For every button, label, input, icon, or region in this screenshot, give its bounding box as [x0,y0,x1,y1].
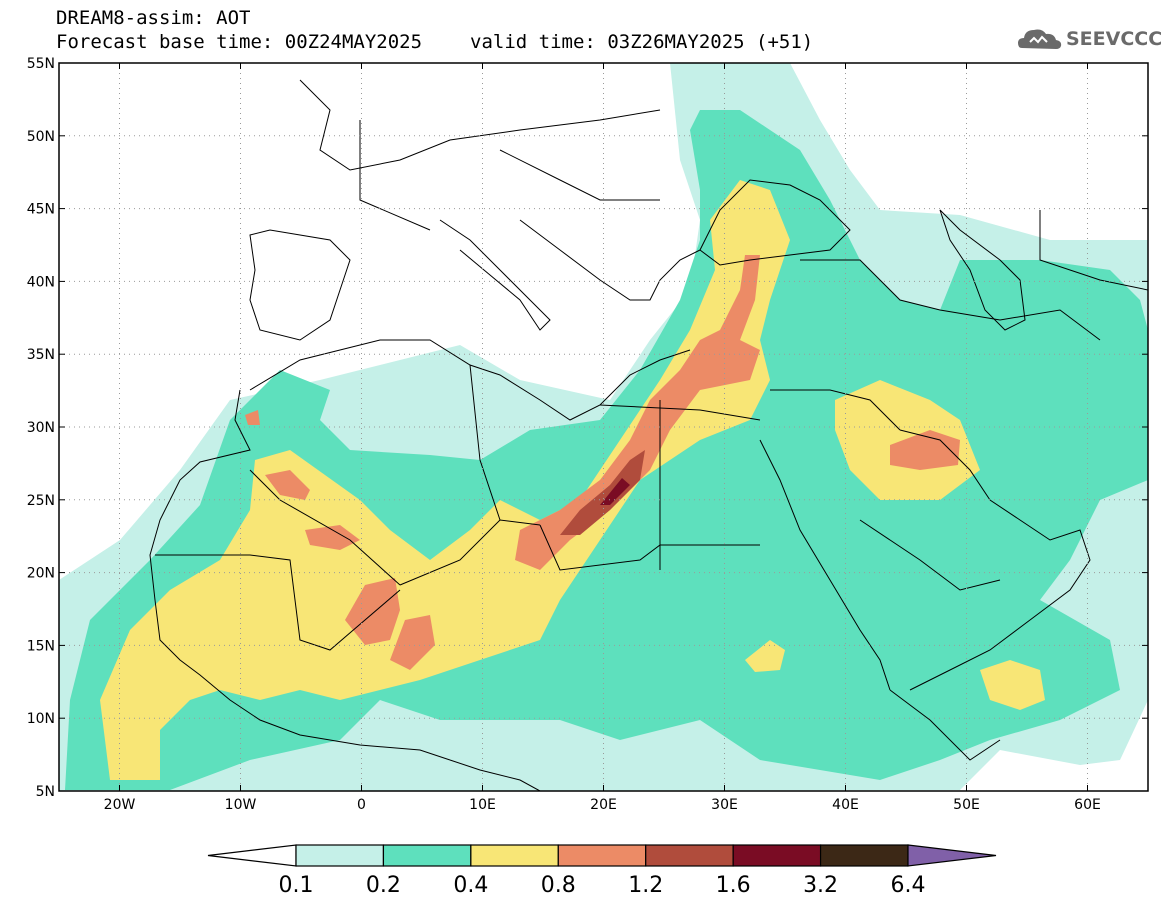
border-6 [469,364,501,521]
lon-tick-labels: 20W 10W 0 10E 20E 30E 40E 50E 60E [104,797,1101,813]
border-9 [859,519,1001,591]
border-8 [770,389,901,431]
colorbar-segment [382,844,472,867]
coastline-italy [439,219,551,331]
coastline-balkans [519,219,701,301]
colorbar-segment [557,844,647,867]
ticks [59,62,1148,792]
lat-tick-label: 10N [27,711,55,727]
lat-tick-label: 15N [27,638,55,654]
colorbar-label: 3.2 [803,873,838,898]
aot-level-0.4-sudan [745,640,785,672]
lon-tick-label: 10W [225,797,257,813]
chart-title: DREAM8-assim: AOT [56,7,251,29]
lat-tick-labels: 55N 50N 45N 40N 35N 30N 25N 20N 15N 10N 5N [27,56,55,800]
colorbar-label: 0.4 [453,873,488,898]
colorbar-label: 0.1 [279,873,314,898]
logo-text: SEEVCCC [1066,28,1163,50]
lon-tick-label: 60E [1074,797,1101,813]
aot-level-0.8-niger2 [390,615,435,670]
lon-tick-label: 20E [590,797,617,813]
colorbar-labels: 0.1 0.2 0.4 0.8 1.2 1.6 3.2 6.4 [279,873,926,898]
border-10 [800,259,1101,341]
aot-level-1.2 [560,450,645,535]
lat-tick-label: 30N [27,420,55,436]
colorbar-label: 1.2 [628,873,663,898]
aot-level-0.8-iraq [890,430,960,470]
aot-level-0.8 [515,255,760,570]
logo [1018,29,1062,49]
lat-tick-label: 50N [27,129,55,145]
chart-subtitle: Forecast base time: 00Z24MAY2025 valid ti… [56,32,813,52]
border-1 [155,554,401,651]
lon-tick-label: 30E [711,797,738,813]
lat-tick-label: 5N [36,784,55,800]
aot-level-0.8-mauritania [265,470,310,500]
border-11 [1039,210,1148,291]
aot-level-1.6 [600,478,630,505]
coastline-africa-west [149,389,451,761]
colorbar-segment [645,844,734,867]
lat-tick-label: 55N [27,56,55,72]
coastline-arabia-east [899,429,1091,691]
colorbar-segment [295,844,385,867]
coastline-gulf-guinea [449,759,541,791]
aot-field [59,63,1148,791]
border-13 [499,149,660,201]
colorbar-under-arrow [207,844,297,867]
colorbar-segment [819,844,909,867]
aot-level-0.8-mali [305,525,360,550]
colorbar-label: 0.8 [541,873,576,898]
aot-level-0.8-morocco [245,410,260,425]
colorbar-segment [732,844,822,867]
colorbar-over-arrow [907,844,997,867]
coastlines-borders [149,79,1148,791]
coastline-black-sea [699,179,851,266]
lon-tick-label: 10E [469,797,496,813]
colorbar-segments [207,844,997,867]
coastline-horn [889,689,1001,761]
lon-tick-label: 0 [357,797,366,813]
coastline-europe-north [299,79,661,171]
lon-tick-label: 50E [953,797,980,813]
aot-level-0.4-yemen [980,660,1045,710]
lat-tick-label: 40N [27,274,55,290]
lat-tick-label: 35N [27,347,55,363]
colorbar-label: 6.4 [891,873,926,898]
lat-tick-label: 20N [27,566,55,582]
border-2 [249,469,401,586]
border-7 [599,404,761,421]
valid-time: valid time: 03Z26MAY2025 (+51) [470,31,814,53]
lon-tick-label: 40E [832,797,859,813]
border-12 [359,120,431,231]
coastline-caspian [939,209,1026,331]
coastline-iberia [249,229,351,341]
border-4 [539,524,760,571]
lat-tick-label: 45N [27,202,55,218]
lat-tick-label: 25N [27,493,55,509]
aot-level-0.8-niger [345,578,400,645]
coastline-red-sea [759,439,891,691]
lon-tick-label: 20W [104,797,136,813]
colorbar-segment [470,844,559,867]
cloud-icon [1018,29,1062,49]
coastline-med-south [249,339,691,421]
base-time: Forecast base time: 00Z24MAY2025 [56,31,423,53]
aot-level-0.4 [100,180,790,780]
colorbar-label: 1.6 [716,873,751,898]
colorbar-label: 0.2 [366,873,401,898]
